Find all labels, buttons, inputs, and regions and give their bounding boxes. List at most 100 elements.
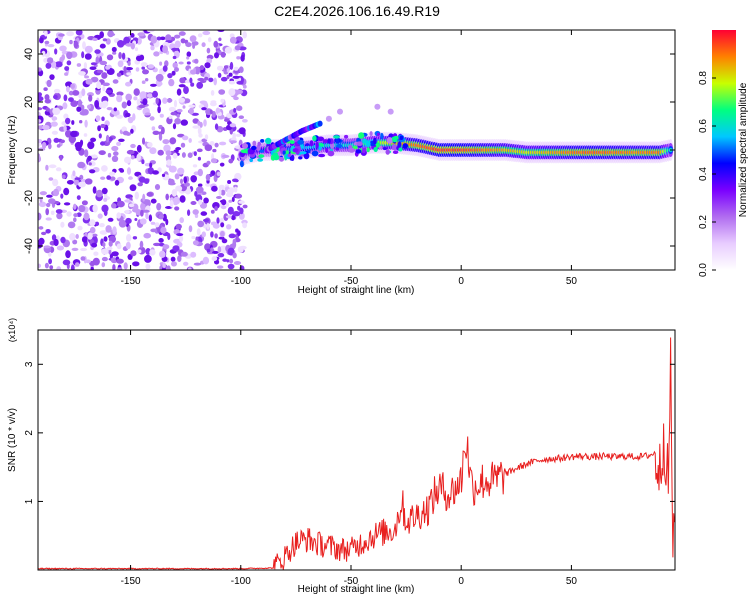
colorbar: 0.0 0.2 0.4 0.6 0.8 Normalized spectral ampl…: [698, 30, 749, 277]
spectrogram-noise-blob: [174, 206, 180, 211]
spectrogram-noise-blob: [225, 202, 229, 207]
spectrogram-ridge-blob: [336, 143, 343, 148]
spectrogram-ridge-blob: [300, 151, 307, 155]
spectrogram-ridge-blob: [289, 140, 295, 145]
snr-panel: -150 -100 -50 0 50 1 2 3 Height of straight li…: [7, 318, 676, 595]
spectrogram-noise-blob: [179, 217, 184, 224]
spectrogram-noise-blob: [161, 126, 165, 135]
spectrogram-noise-blob: [158, 214, 164, 220]
spectrogram-noise-blob: [48, 198, 56, 204]
spectrogram-y-label: Frequency (Hz): [7, 116, 18, 185]
colorbar-tick-label: 0.4: [698, 167, 709, 181]
spectrogram-noise-blob: [41, 231, 47, 236]
spectrogram-noise-blob: [237, 246, 244, 253]
spectrogram-ridge-blob: [258, 154, 265, 158]
spectrogram-ridge-blob: [392, 136, 398, 143]
spectrogram-noise-blob: [140, 209, 144, 217]
spectrogram-noise-blob: [116, 141, 122, 146]
spectrogram-ridge-blob: [259, 149, 265, 153]
spectrogram-noise-blob: [213, 77, 217, 86]
spectrogram-noise-blob: [125, 67, 133, 71]
spectrogram-noise-blob: [63, 187, 70, 196]
spectrogram-noise-blob: [133, 88, 140, 96]
spectrogram-noise-blob: [221, 154, 230, 158]
spectrogram-noise-blob: [51, 116, 58, 121]
spectrogram-noise-blob: [112, 264, 116, 270]
spectrogram-noise-blob: [56, 245, 64, 251]
spectrogram-noise-blob: [143, 232, 151, 239]
spectrogram-noise-blob: [133, 96, 138, 101]
spectrogram-noise-blob: [56, 212, 63, 220]
spectrogram-noise-blob: [157, 106, 161, 114]
spectrogram-noise-blob: [187, 152, 193, 158]
spectrogram-noise-blob: [128, 203, 135, 208]
spectrogram-noise-blob: [210, 221, 217, 226]
spectrogram-noise-blob: [55, 61, 63, 68]
spectrogram-noise-blob: [78, 71, 86, 76]
spectrogram-noise-blob: [146, 192, 153, 197]
spectrogram-ridge-blob: [392, 150, 399, 154]
spectrogram-noise-blob: [90, 154, 98, 159]
spectrogram-noise-blob: [100, 141, 106, 146]
spectrogram-noise-blob: [84, 119, 88, 128]
spectrogram-ridge-blob: [382, 147, 387, 151]
spectrogram-noise-blob: [145, 211, 149, 220]
spectrogram-noise-blob: [107, 32, 116, 37]
spectrogram-noise-blob: [81, 51, 85, 59]
spectrogram-noise-blob: [72, 170, 76, 177]
spectrogram-noise-blob: [233, 96, 239, 101]
spectrogram-noise-blob: [232, 75, 240, 79]
spectrogram-ridge-blob: [388, 133, 394, 139]
spectrogram-noise-blob: [63, 125, 67, 132]
spectrogram-noise-blob: [229, 123, 236, 128]
spectrogram-noise-blob: [160, 36, 166, 41]
spectrogram-x-label: Height of straight line (km): [298, 285, 415, 296]
spectrogram-noise-blob: [153, 242, 161, 247]
spectrogram-ridge-blob: [386, 137, 393, 144]
spectrogram-noise-blob: [136, 153, 141, 161]
spectrogram-noise-blob: [144, 254, 152, 263]
spectrogram-noise-blob: [52, 107, 61, 116]
spectrogram-noise-blob: [122, 130, 129, 136]
spectrogram-noise-blob: [187, 209, 191, 216]
spectrogram-noise-blob: [203, 197, 209, 204]
spectrogram-noise-blob: [132, 113, 136, 121]
spectrogram-noise-blob: [136, 144, 142, 153]
spectrogram-noise-blob: [77, 161, 86, 169]
spectrogram-noise-blob: [232, 211, 241, 217]
spectrogram-noise-blob: [38, 201, 47, 208]
spectrogram-noise-blob: [73, 40, 79, 49]
spectrogram-noise-blob: [227, 180, 232, 184]
spectrogram-noise-blob: [118, 52, 122, 59]
spectrogram-noise-blob: [39, 37, 44, 44]
spectrogram-ridge-blob: [298, 156, 303, 160]
spectrogram-noise-blob: [119, 169, 125, 173]
spectrogram-noise-blob: [229, 258, 234, 264]
spectrogram-noise-blob: [150, 83, 157, 87]
spectrogram-noise-blob: [200, 211, 208, 216]
spectrogram-noise-blob: [92, 37, 98, 42]
spectrogram-noise-blob: [168, 182, 176, 186]
spectrogram-noise-blob: [164, 60, 169, 67]
spectrogram-noise-blob: [236, 105, 243, 111]
spectrogram-noise-blob: [161, 267, 166, 270]
snr-y-multiplier: (x10⁴): [7, 318, 17, 342]
spectrogram-noise-blob: [62, 259, 71, 266]
spectrogram-noise-blob: [233, 66, 239, 71]
spectrogram-noise-blob: [157, 167, 162, 173]
spectrogram-noise-blob: [150, 221, 156, 225]
spectrogram-noise-blob: [62, 102, 68, 110]
spectrogram-noise-blob: [226, 259, 230, 263]
spectrogram-noise-blob: [165, 34, 172, 42]
spectrogram-noise-blob: [90, 137, 97, 142]
spectrogram-noise-blob: [105, 65, 111, 70]
spectrogram-noise-blob: [81, 88, 86, 97]
spectrogram-x-tick-label: -150: [121, 276, 141, 287]
spectrogram-noise-blob: [158, 81, 163, 86]
spectrogram-noise-blob: [107, 217, 114, 222]
spectrogram-noise-blob: [108, 240, 113, 247]
spectrogram-noise-blob: [166, 159, 172, 166]
spectrogram-noise-blob: [59, 154, 63, 161]
spectrogram-noise-blob: [123, 66, 127, 74]
spectrogram-noise-blob: [46, 194, 53, 198]
